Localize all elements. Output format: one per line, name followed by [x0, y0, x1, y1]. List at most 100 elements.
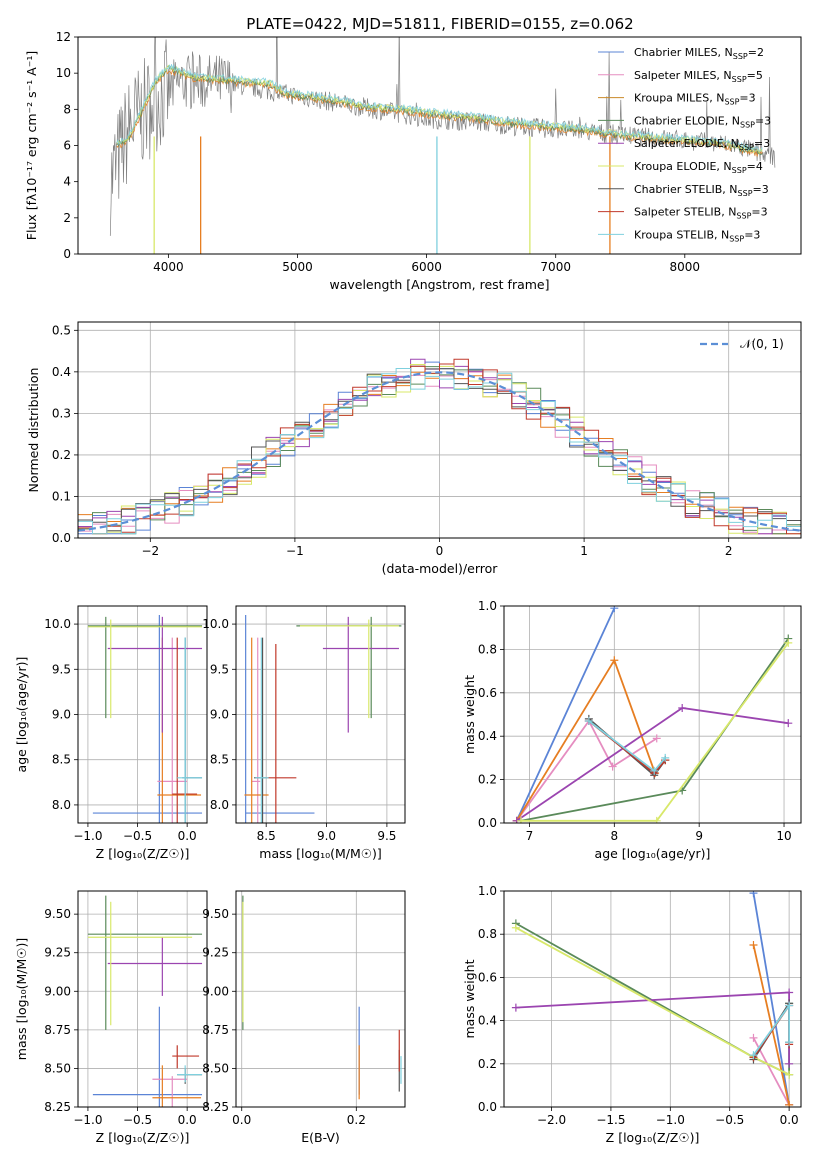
x-tick-label: 0.0 [232, 1113, 251, 1127]
y-tick-label: 0.4 [52, 365, 71, 379]
plot-area [87, 615, 203, 823]
y-tick-label: 8.5 [210, 753, 229, 767]
weight-series-line [515, 922, 790, 1077]
weight-marker [749, 941, 758, 949]
x-tick-label: −0.5 [715, 1113, 744, 1127]
y-tick-label: 0.2 [478, 773, 497, 787]
figure-title: PLATE=0422, MJD=51811, FIBERID=0155, z=0… [246, 15, 633, 33]
x-tick-label: 7000 [540, 260, 571, 274]
model-spectrum [116, 64, 763, 155]
y-tick-label: 8.50 [44, 1061, 71, 1075]
weight-marker [784, 719, 793, 728]
x-tick-label: −2 [141, 544, 159, 558]
x-tick-label: 8.5 [257, 829, 276, 843]
x-axis-label: Z [log₁₀(Z/Z☉)] [96, 846, 190, 861]
legend-entry: 𝒩(0, 1) [740, 337, 784, 351]
legend-entry: Chabrier ELODIE, NSSP=3 [634, 114, 771, 129]
weight-series-line [752, 893, 790, 1105]
legend-entry: Kroupa STELIB, NSSP=3 [634, 228, 760, 243]
y-tick-label: 8.25 [44, 1100, 71, 1114]
axes-frame [77, 890, 208, 1108]
model-spectrum [116, 64, 763, 152]
y-tick-label: 9.5 [210, 662, 229, 676]
legend-entry: Salpeter STELIB, NSSP=3 [634, 206, 768, 221]
weight-series-line [520, 637, 790, 822]
x-tick-label: 9.0 [317, 829, 336, 843]
panel-6: 0.0 0.2 8.25 8.50 8.75 9.00 9.25 9.50 E(B-V) [202, 890, 406, 1145]
x-tick-label: −1.0 [73, 1113, 102, 1127]
legend-entry: Chabrier MILES, NSSP=2 [634, 46, 764, 61]
y-tick-label: 9.25 [44, 946, 71, 960]
weight-marker [610, 606, 619, 613]
legend: Chabrier MILES, NSSP=2 Salpeter MILES, NS… [598, 46, 771, 243]
plot-area [242, 895, 402, 1100]
y-tick-label: 8.75 [202, 1023, 229, 1037]
x-tick-label: 4000 [153, 260, 184, 274]
weight-marker [785, 1059, 794, 1068]
y-axis-label: mass weight [462, 675, 477, 754]
weight-marker [652, 816, 661, 823]
legend-entry: Salpeter MILES, NSSP=5 [634, 69, 763, 84]
legend-entry: Kroupa MILES, NSSP=3 [634, 92, 756, 107]
y-tick-label: 9.00 [44, 984, 71, 998]
x-tick-label: −1.5 [596, 1113, 625, 1127]
y-axis-label: Normed distribution [26, 368, 41, 493]
y-tick-label: 9.50 [202, 907, 229, 921]
normal-reference-curve [78, 371, 801, 532]
x-tick-label: 9 [695, 829, 703, 843]
panel-3: 8.5 9.0 9.5 8.0 8.5 9.0 9.5 10.0 mass [log₁₀(M/M… [202, 605, 406, 861]
axes-frame [503, 890, 802, 1108]
x-tick-label: −1.0 [656, 1113, 685, 1127]
legend-entry: Chabrier STELIB, NSSP=3 [634, 183, 769, 198]
y-tick-label: 8.25 [202, 1100, 229, 1114]
y-tick-label: 1.0 [478, 599, 497, 613]
x-tick-label: −0.5 [123, 1113, 152, 1127]
axes-frame [235, 890, 406, 1108]
weight-marker [785, 1038, 794, 1047]
panel-7: −2.0 −1.5 −1.0 −0.5 0.0 0.0 0.2 0.4 0.6 0.8 1.0 Z [… [462, 884, 802, 1145]
x-axis-label: mass [log₁₀(M/M☉)] [259, 846, 381, 861]
y-tick-label: 6 [63, 139, 71, 153]
x-tick-label: 8 [610, 829, 618, 843]
y-tick-label: 9.25 [202, 946, 229, 960]
x-axis-label: E(B-V) [301, 1130, 340, 1145]
y-tick-label: 8.5 [52, 753, 71, 767]
x-tick-label: 0.2 [347, 1113, 366, 1127]
y-tick-label: 4 [63, 175, 71, 189]
weight-marker [650, 766, 659, 775]
x-axis-label: Z [log₁₀(Z/Z☉)] [606, 1130, 700, 1145]
weight-marker [661, 753, 670, 762]
plot-area [87, 895, 203, 1107]
weight-marker [652, 734, 661, 743]
x-tick-label: 1 [580, 544, 588, 558]
y-tick-label: 2 [63, 211, 71, 225]
y-tick-label: 10 [56, 66, 71, 80]
x-tick-label: 0.0 [780, 1113, 799, 1127]
x-tick-label: 7 [526, 829, 534, 843]
x-tick-label: −2.0 [537, 1113, 566, 1127]
y-tick-label: 0.4 [478, 729, 497, 743]
weight-marker [785, 1070, 794, 1079]
legend-entry: Kroupa ELODIE, NSSP=4 [634, 160, 763, 175]
panel-0: 4000 5000 6000 7000 8000 0 2 4 6 8 10 12 wavelength … [24, 30, 802, 292]
weight-marker [511, 1003, 520, 1012]
residual-histogram [78, 368, 801, 535]
y-tick-label: 0.6 [478, 970, 497, 984]
y-tick-label: 9.0 [210, 708, 229, 722]
x-tick-label: −1 [286, 544, 304, 558]
y-tick-label: 8.0 [52, 798, 71, 812]
weight-marker [784, 638, 793, 647]
x-axis-label: (data-model)/error [382, 561, 499, 576]
weight-marker [785, 1100, 794, 1107]
weight-series-line [515, 607, 616, 822]
x-tick-label: 9.5 [377, 829, 396, 843]
x-tick-label: 0.0 [178, 1113, 197, 1127]
weight-marker [678, 703, 687, 712]
plot-area [109, 37, 776, 254]
y-tick-label: 0.1 [52, 489, 71, 503]
weight-series-line [515, 719, 658, 822]
y-tick-label: 0.6 [478, 686, 497, 700]
y-tick-label: 0.3 [52, 406, 71, 420]
y-tick-label: 10.0 [44, 617, 71, 631]
weight-series-line [515, 658, 666, 822]
